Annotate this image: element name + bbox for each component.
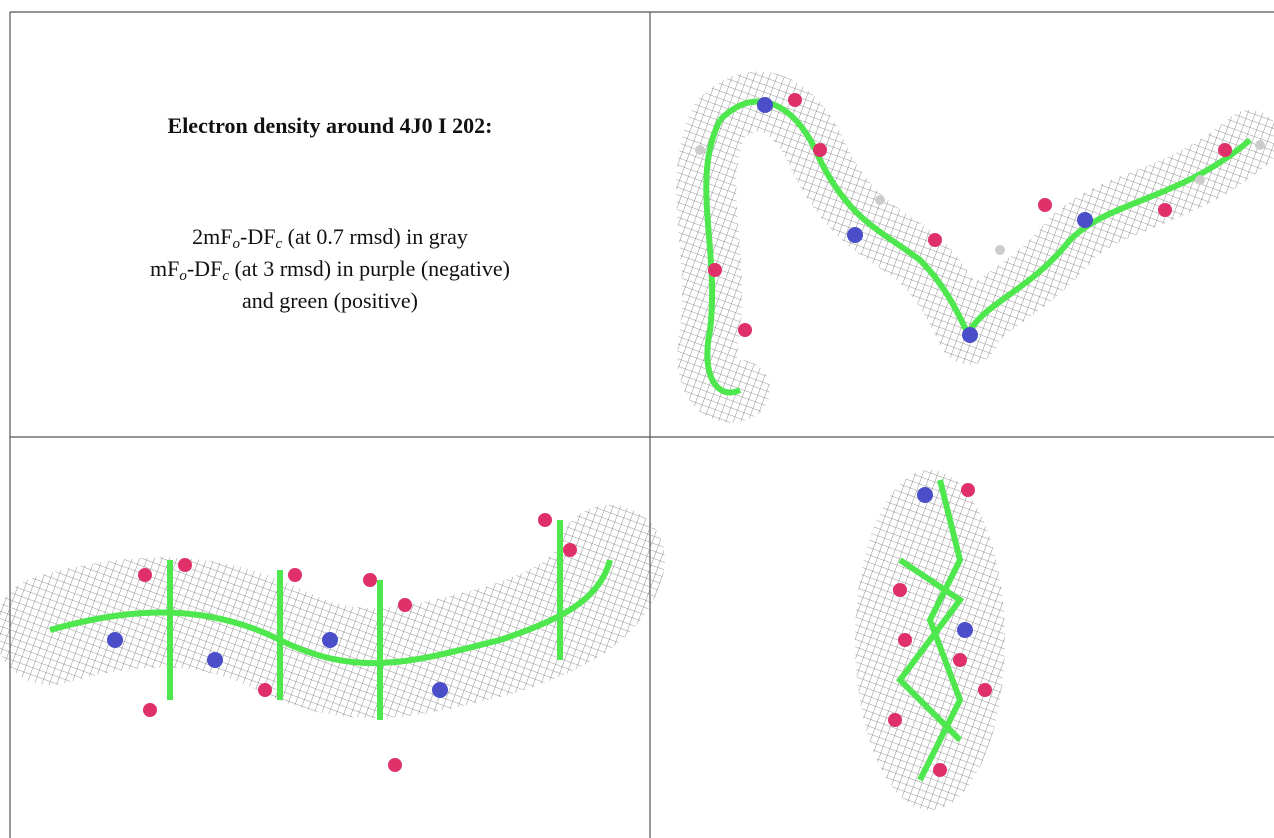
density-image-1 — [676, 71, 1274, 423]
subscript: o — [232, 236, 241, 252]
title: Electron density around 4J0 I 202: — [167, 113, 493, 138]
text: -DF — [186, 256, 223, 281]
legend: 2mFo-DFc (at 0.7 rmsd) in gray mFo-DFc (… — [11, 221, 649, 317]
subscript: c — [222, 268, 229, 284]
subscript: o — [179, 268, 187, 284]
text: (at 3 rmsd) in purple (negative) — [228, 256, 510, 281]
legend-line: and green (positive) — [242, 288, 418, 313]
subscript: c — [275, 236, 283, 252]
legend-line: mFo-DFc (at 3 rmsd) in purple (negative) — [11, 253, 649, 285]
density-image-3 — [855, 470, 1005, 810]
text: 2mF — [192, 224, 233, 249]
table-borders — [9, 11, 1274, 838]
legend-line: 2mFo-DFc (at 0.7 rmsd) in gray — [11, 221, 649, 253]
density-image-2 — [0, 505, 665, 772]
text: (at 0.7 rmsd) in gray — [282, 224, 468, 249]
text: -DF — [240, 224, 276, 249]
description-cell: Electron density around 4J0 I 202: 2mFo-… — [11, 13, 649, 436]
text: mF — [150, 256, 180, 281]
